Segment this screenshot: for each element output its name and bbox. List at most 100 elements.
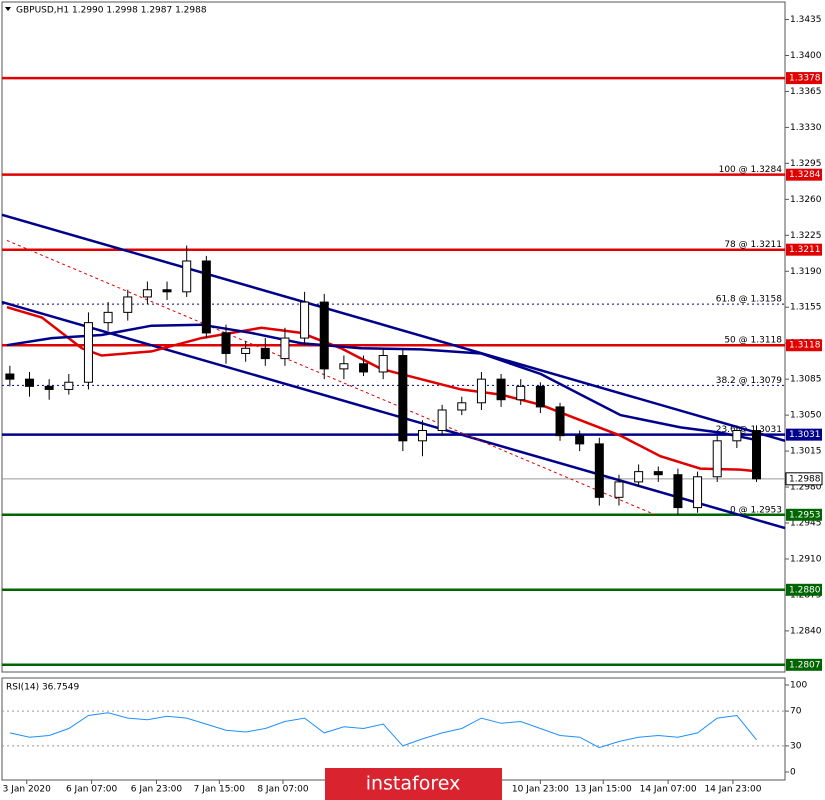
fib-label: 50 @ 1.3118 xyxy=(724,336,782,346)
rsi-frame xyxy=(1,677,786,781)
level-label: 1.3031 xyxy=(789,430,821,440)
y-tick-label: 1.3295 xyxy=(790,159,822,169)
level-label: 1.2807 xyxy=(789,660,821,670)
level-box xyxy=(786,658,822,671)
candle-body xyxy=(5,373,15,380)
x-tick-label: 10 Jan 23:00 xyxy=(512,785,569,795)
candle-body xyxy=(339,363,349,370)
trendline xyxy=(1,300,786,530)
y-tick-label: 1.3155 xyxy=(790,303,822,313)
candle-body xyxy=(142,289,152,298)
candle-body xyxy=(83,322,93,383)
y-tick-label: 1.3085 xyxy=(790,375,822,385)
current-price-label: 1.2988 xyxy=(789,474,821,484)
level-box xyxy=(786,583,822,596)
trendline xyxy=(1,213,786,443)
level-box xyxy=(786,72,822,85)
candle-body xyxy=(300,301,310,339)
candle-body xyxy=(437,409,447,432)
y-tick-label: 1.3435 xyxy=(790,15,822,25)
title-arrow xyxy=(5,7,11,11)
candle-body xyxy=(752,430,762,480)
candle-body xyxy=(280,337,290,360)
level-box xyxy=(786,243,822,256)
chart-title: GBPUSD,H1 1.2990 1.2998 1.2987 1.2988 xyxy=(16,6,207,16)
candle-body xyxy=(25,378,35,387)
candle-body xyxy=(378,355,388,373)
y-tick-label: 1.3260 xyxy=(790,195,822,205)
x-tick-label: 14 Jan 07:00 xyxy=(640,785,697,795)
candle-body xyxy=(732,430,742,442)
y-tick-label: 1.2910 xyxy=(790,554,822,564)
candle-body xyxy=(653,471,663,476)
candle-body xyxy=(712,440,722,478)
candle-body xyxy=(575,435,585,445)
rsi-tick-label: 30 xyxy=(790,741,802,751)
candle-body xyxy=(44,385,54,390)
candle-body xyxy=(476,378,486,404)
candle-body xyxy=(535,385,545,408)
trendline xyxy=(6,239,656,516)
y-tick-label: 1.3400 xyxy=(790,51,822,61)
candle-body xyxy=(201,260,211,334)
y-tick-label: 1.3365 xyxy=(790,87,822,97)
fib-label: 61.8 @ 1.3158 xyxy=(716,295,783,305)
level-label: 1.2880 xyxy=(789,585,821,595)
level-box xyxy=(786,428,822,441)
level-label: 1.3378 xyxy=(789,74,821,84)
rsi-tick-label: 100 xyxy=(790,681,807,691)
current-price-box xyxy=(785,472,823,486)
y-tick-label: 1.2980 xyxy=(790,483,822,493)
rsi-line xyxy=(9,712,757,749)
candle-body xyxy=(123,296,133,313)
level-box xyxy=(786,508,822,521)
level-label: 1.3211 xyxy=(789,245,821,255)
level-box xyxy=(786,339,822,352)
x-tick-label: 3 Jan 2020 xyxy=(3,785,51,795)
candle-body xyxy=(634,471,644,483)
candle-body xyxy=(221,332,231,354)
candle-body xyxy=(457,402,467,411)
fib-label: 38.2 @ 1.3079 xyxy=(716,376,783,386)
candle-body xyxy=(417,430,427,442)
fib-label: 100 @ 1.3284 xyxy=(719,165,783,175)
y-tick-label: 1.3190 xyxy=(790,267,822,277)
level-label: 1.2953 xyxy=(789,510,821,520)
candle-body xyxy=(103,311,113,324)
candle-body xyxy=(496,378,506,401)
y-tick-label: 1.2840 xyxy=(790,626,822,636)
fib-label: 78 @ 1.3211 xyxy=(724,240,782,250)
candle-body xyxy=(64,381,74,390)
y-tick-label: 1.3015 xyxy=(790,447,822,457)
level-label: 1.3118 xyxy=(789,341,821,351)
y-tick-label: 1.3330 xyxy=(790,123,822,133)
candle-body xyxy=(319,301,329,370)
y-tick-label: 1.2945 xyxy=(790,519,822,529)
rsi-tick-label: 70 xyxy=(790,707,802,717)
candle-body xyxy=(260,347,270,360)
candle-body xyxy=(359,363,369,373)
candle-body xyxy=(673,474,683,509)
candle-body xyxy=(162,289,172,293)
x-tick-label: 8 Jan 07:00 xyxy=(257,785,309,795)
logo-box xyxy=(325,768,502,800)
plot-frame xyxy=(1,1,786,673)
candle-body xyxy=(241,347,251,354)
candle-body xyxy=(182,260,192,293)
fib-label: 0 @ 1.2953 xyxy=(730,505,782,515)
x-tick-label: 14 Jan 23:00 xyxy=(704,785,761,795)
x-tick-label: 13 Jan 15:00 xyxy=(575,785,632,795)
candle-body xyxy=(693,476,703,509)
y-tick-label: 1.3050 xyxy=(790,411,822,421)
candle-body xyxy=(398,355,408,442)
candle-body xyxy=(555,406,565,437)
y-tick-label: 1.3225 xyxy=(790,231,822,241)
logo: instaforex xyxy=(366,773,461,795)
level-label: 1.3284 xyxy=(789,170,821,180)
x-tick-label: 6 Jan 23:00 xyxy=(131,785,183,795)
level-box xyxy=(786,168,822,181)
x-tick-label: 7 Jan 15:00 xyxy=(194,785,246,795)
moving-average xyxy=(6,323,761,443)
x-tick-label: 6 Jan 07:00 xyxy=(66,785,118,795)
